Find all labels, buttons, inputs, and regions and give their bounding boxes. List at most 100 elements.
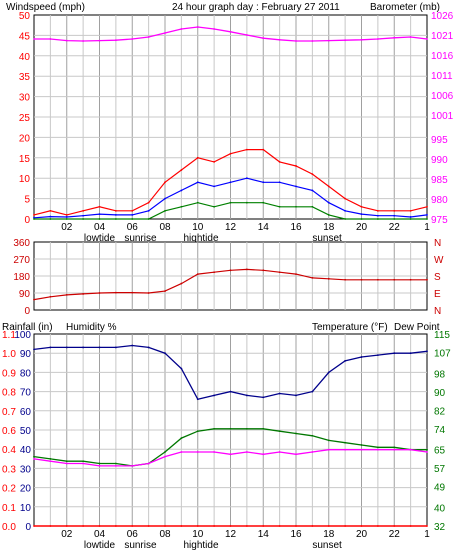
windspeed-avg-line-point [65,216,68,218]
temperature-line-point [82,460,85,463]
windspeed-low-line-point [213,205,216,208]
windspeed-gust-line-point [213,160,216,163]
panel1-x-tick-label: 20 [356,222,368,233]
compass-y-tick-label: W [434,255,444,266]
windspeed-gust-line-point [196,156,199,159]
windspeed-low-line-point [360,218,363,220]
windspeed-y-tick-label: 35 [19,72,31,83]
humidity-line-point [245,394,248,397]
windspeed-avg-line-point [393,214,396,217]
wind-direction-line-point [65,293,68,296]
humidity-line-point [262,396,265,399]
wind-direction-line-point [147,292,150,294]
windspeed-gust-line-point [98,205,101,208]
dew-point-line-point [147,462,150,465]
humidity-line-point [409,352,412,355]
humidity-line-point [393,352,396,355]
barometer-axis-label: Barometer (mb) [370,2,440,13]
wind-direction-line-point [114,291,117,294]
temperature-line-point [49,458,52,460]
temperature-line-point [65,460,68,463]
humidity-y-tick-label: 10 [20,503,32,514]
rainfall-y-tick-label: 0.3 [2,464,16,475]
rainfall-y-tick-label: 1.1 [2,330,16,341]
windspeed-low-line-point [245,201,248,204]
barometer-line-point [278,38,281,41]
barometer-y-tick-label: 980 [431,195,448,206]
windspeed-gust-line-point [82,209,85,212]
panel1-x-tick-label: 12 [225,222,237,233]
wind-direction-line-point [360,278,363,281]
windspeed-avg-line-point [98,213,101,216]
temperature-line-point [213,427,216,430]
wind-direction-line-point [180,282,183,285]
dew-point-axis-label: Dew Point [394,322,440,333]
panel3-x-tick-label: 10 [192,529,204,540]
wind-direction-line-point [33,298,35,301]
wind-barometer-panel: 0 5 10 15 20 25 30 35 40 45 50 975 980 985 990 995 1001 1… [19,11,454,244]
temperature-line-point [426,448,428,451]
direction-y-tick-label: 0 [24,306,30,317]
barometer-line-point [147,36,150,38]
windspeed-low-line-point [344,218,347,220]
temperature-line-point [360,444,363,446]
barometer-line-point [33,38,35,40]
wind-direction-line-point [196,273,199,276]
wind-direction-line-point [262,269,265,272]
windspeed-avg-line-point [131,214,134,216]
humidity-temperature-panel: 0.0 0.1 0.2 0.3 0.4 0.6 0.7 0.8 0.9 1.0 1.1 0 10 20 30… [2,330,451,551]
windspeed-avg-line-point [360,213,363,216]
humidity-line-point [114,346,117,349]
dew-point-line-point [393,448,396,451]
wind-direction-line-point [98,292,101,294]
windspeed-low-line-point [393,218,396,220]
humidity-line-point [65,346,68,349]
dew-point-line-point [426,451,428,453]
rainfall-line-point [311,525,314,527]
humidity-axis-label: Humidity % [66,322,117,333]
dew-point-line-point [114,464,117,467]
rainfall-y-tick-label: 0.6 [2,426,16,437]
rainfall-line-point [409,525,412,527]
humidity-y-tick-label: 40 [20,445,32,456]
windspeed-axis-label: Windspeed (mph) [6,2,85,13]
rainfall-line-point [180,525,183,527]
barometer-line-point [376,38,379,40]
rainfall-y-tick-label: 0.1 [2,503,16,514]
dew-point-line-point [98,464,101,467]
temperature-y-tick-label: 107 [434,349,451,360]
rainfall-y-tick-label: 0.8 [2,388,16,399]
windspeed-avg-line-point [327,201,330,204]
rainfall-y-tick-label: 0.4 [2,445,16,456]
humidity-line-point [426,350,428,353]
barometer-line-point [213,28,216,30]
windspeed-y-tick-label: 10 [19,174,31,185]
humidity-y-tick-label: 100 [14,330,31,341]
windspeed-gust-line-point [393,209,396,212]
chart-title: 24 hour graph day : February 27 2011 [172,2,340,13]
humidity-y-tick-label: 0 [25,522,31,533]
rainfall-line-point [229,525,232,527]
windspeed-gust-line-point [327,185,330,188]
rainfall-line-point [65,525,68,527]
rainfall-line-point [114,525,117,527]
barometer-line-point [114,39,117,42]
temperature-line-point [114,462,117,465]
barometer-line-point [180,28,183,30]
windspeed-low-line-point [311,205,314,208]
barometer-line-point [393,36,396,39]
compass-y-tick-label: N [434,306,441,317]
panel3-x-tick-label: 08 [159,529,171,540]
barometer-line-point [327,39,330,42]
panel1-annotation: lowtide [84,233,116,244]
temperature-line-point [164,451,166,453]
temperature-line-point [245,427,248,430]
direction-y-tick-label: 180 [13,272,30,283]
rainfall-line-point [196,525,199,527]
panel3-x-tick-label: 14 [258,529,270,540]
barometer-line-point [131,38,134,40]
wind-direction-line-point [245,268,248,271]
windspeed-gust-line-point [245,148,248,151]
barometer-line-point [82,40,85,42]
